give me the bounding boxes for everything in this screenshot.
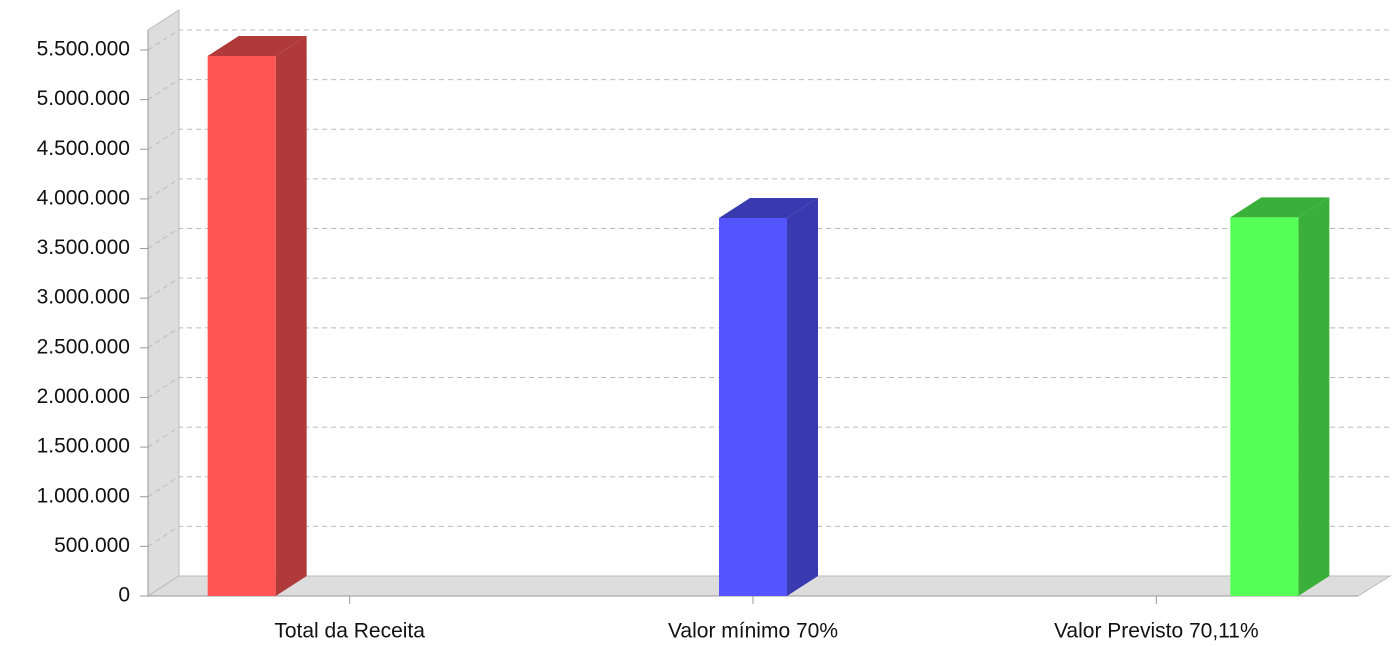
bar [1230,217,1299,596]
grid-line [147,376,1389,398]
bar-side [1298,197,1330,596]
bar-side [275,35,307,597]
grid-line [147,575,1389,597]
y-tick-label: 1.500.000 [37,435,130,458]
grid-line [147,426,1389,448]
y-tick-label: 2.500.000 [37,335,130,358]
y-tick-label: 4.000.000 [37,186,130,209]
x-tick-label: Total da Receita [274,620,425,643]
bar-side [787,197,818,596]
bar-top [207,35,307,56]
y-tick-label: 5.500.000 [37,38,130,61]
bar-top [719,197,818,218]
y-tick-label: 1.000.000 [37,484,130,507]
y-tick-label: 0 [118,584,130,607]
y-tick-label: 3.500.000 [37,236,130,259]
grid-line [147,327,1389,349]
bar [207,55,276,597]
y-tick-label: 4.500.000 [37,137,130,160]
grid-line [147,476,1389,498]
bar-top [1230,197,1330,218]
grid-line [147,29,1389,51]
grid-line [147,525,1389,547]
left-wall [147,9,180,597]
x-tick-label: Valor mínimo 70% [668,620,838,643]
bar [719,217,787,596]
grid-line [147,79,1389,101]
y-tick-label: 2.000.000 [37,385,130,408]
y-tick-label: 3.000.000 [37,286,130,309]
y-tick-label: 5.000.000 [37,87,130,110]
x-tick-label: Valor Previsto 70,11% [1054,620,1259,643]
grid-line [147,228,1389,249]
grid-line [147,128,1389,150]
y-tick-label: 500.000 [54,534,130,557]
grid-line [147,178,1389,200]
grid-line [147,277,1389,299]
